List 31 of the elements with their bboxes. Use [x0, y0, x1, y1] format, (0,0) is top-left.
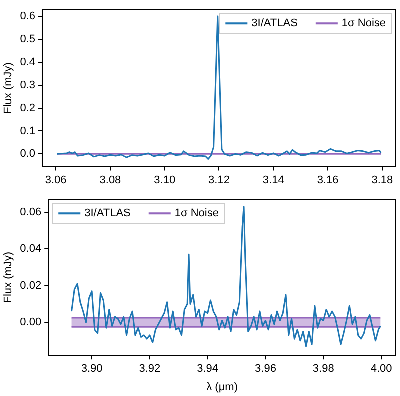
y-tick-label: 0.4	[20, 56, 36, 68]
x-tick-label: 3.16	[317, 174, 339, 186]
y-tick-label: 0.5	[20, 33, 36, 46]
x-tick-label: 3.08	[100, 174, 122, 186]
y-tick-label: 0.06	[20, 206, 42, 218]
x-tick-label: 4.00	[370, 363, 392, 376]
y-tick-label: 0.3	[20, 79, 36, 92]
x-tick-label: 3.98	[312, 363, 334, 376]
y-tick-label: 0.2	[20, 102, 36, 114]
legend-label: 1σ Noise	[174, 208, 219, 220]
x-tick-label: 3.96	[255, 363, 276, 376]
x-axis-title: λ (μm)	[206, 381, 238, 394]
y-tick-label: 0.1	[20, 125, 36, 138]
y-tick-label: 0.6	[20, 10, 36, 23]
x-tick-label: 3.90	[81, 363, 103, 376]
x-tick-label: 3.14	[262, 174, 284, 186]
x-tick-label: 3.12	[208, 174, 230, 186]
x-tick-label: 3.92	[139, 363, 161, 376]
y-tick-label: 0.0	[20, 148, 36, 160]
legend-label: 1σ Noise	[342, 18, 386, 30]
y-tick-label: 0.00	[20, 316, 42, 329]
x-tick-label: 3.94	[197, 363, 219, 376]
y-tick-label: 0.04	[20, 243, 42, 256]
legend-label: 3I/ATLAS	[252, 18, 298, 30]
y-axis-title: Flux (mJy)	[2, 252, 15, 304]
x-tick-label: 3.06	[45, 174, 67, 186]
x-tick-label: 3.10	[154, 174, 176, 186]
legend-label: 3I/ATLAS	[84, 208, 131, 220]
y-tick-label: 0.02	[20, 280, 42, 292]
y-axis-title: Flux (mJy)	[2, 62, 15, 114]
x-tick-label: 3.18	[372, 174, 394, 186]
